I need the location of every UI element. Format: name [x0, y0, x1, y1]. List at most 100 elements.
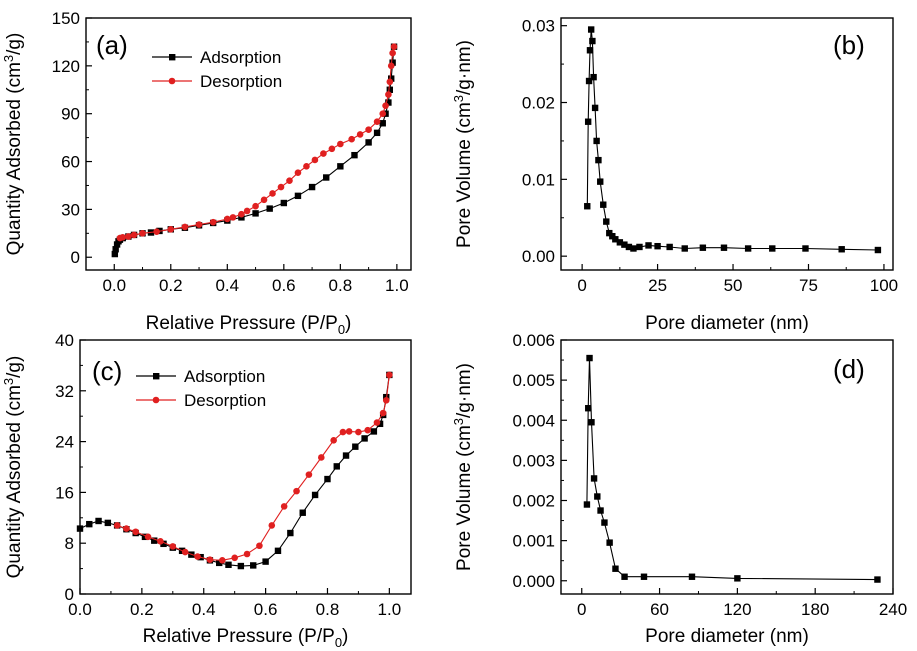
data-point	[209, 218, 217, 226]
data-point	[153, 228, 160, 236]
data-point	[116, 234, 124, 242]
data-point	[328, 145, 336, 153]
chart-panel-4: 0 60 120 180 240 0.000 0.001 0.002 0.003 0.004 0.0…	[451, 331, 907, 647]
data-point	[373, 419, 381, 426]
x-tick-label: 0.6	[272, 276, 296, 295]
data-point	[390, 43, 398, 51]
data-point	[587, 26, 595, 33]
data-point	[86, 520, 93, 528]
data-point	[666, 243, 673, 251]
data-point	[379, 409, 387, 417]
data-point	[225, 561, 232, 568]
data-point	[269, 190, 276, 197]
data-point	[308, 183, 316, 191]
data-point	[586, 47, 594, 54]
x-axis-label: Pore diameter (nm)	[645, 313, 809, 334]
series-desorption	[113, 371, 393, 564]
plot-frame	[85, 17, 412, 271]
y-tick-label: 40	[55, 331, 74, 350]
data-point	[256, 542, 263, 550]
data-point	[151, 537, 158, 544]
data-point	[342, 452, 350, 459]
x-tick-label: 0	[577, 600, 586, 619]
data-point	[311, 156, 319, 164]
data-point	[303, 163, 310, 170]
data-point	[274, 547, 282, 555]
data-point	[802, 245, 809, 252]
x-tick-label: 0.2	[130, 600, 154, 619]
data-point	[593, 137, 600, 145]
y-tick-label: 0.003	[512, 451, 555, 470]
data-point	[132, 528, 139, 536]
data-point	[591, 104, 599, 112]
data-point	[348, 135, 355, 143]
data-point	[588, 419, 595, 426]
data-point	[337, 163, 344, 170]
x-tick-label: 0.0	[102, 276, 126, 295]
chart-panel-1: 0.0 0.2 0.4 0.6 0.8 1.0 0 30 60 90 120 150 Relative …	[1, 9, 412, 337]
data-point	[386, 371, 393, 379]
data-point	[324, 475, 331, 483]
y-tick-label: 0.03	[522, 17, 555, 36]
y-axis-label: Pore Volume (cm3/g·nm)	[451, 363, 475, 571]
y-tick-label: 0.00	[522, 247, 555, 266]
data-point	[720, 244, 728, 251]
data-point	[229, 214, 237, 221]
data-point	[337, 140, 344, 148]
data-point	[385, 91, 392, 98]
data-point	[612, 565, 619, 572]
data-point	[231, 554, 238, 562]
data-point	[181, 223, 189, 231]
data-point	[625, 243, 633, 251]
series-line	[586, 358, 878, 581]
data-point	[584, 118, 592, 125]
x-tick-label: 180	[801, 600, 829, 619]
data-point	[169, 543, 177, 550]
data-point	[224, 215, 231, 223]
data-point	[386, 86, 394, 93]
x-tick-label: 0.8	[329, 276, 353, 295]
data-point	[379, 120, 386, 127]
x-tick-label: 0.8	[316, 600, 340, 619]
x-tick-label: 60	[650, 600, 669, 619]
data-point	[645, 242, 652, 249]
panel-label: (d)	[833, 354, 865, 384]
data-point	[238, 210, 245, 218]
data-point	[139, 230, 146, 237]
data-point	[299, 509, 306, 516]
data-point	[252, 210, 259, 217]
data-point	[583, 501, 591, 508]
data-point	[144, 533, 152, 541]
data-point	[277, 183, 285, 191]
data-point	[206, 556, 214, 564]
data-point	[388, 75, 395, 82]
x-tick-label: 0.0	[68, 600, 92, 619]
legend: Adsorption Desorption	[136, 367, 266, 410]
x-tick-label: 240	[879, 600, 907, 619]
data-point	[323, 174, 330, 181]
data-point	[365, 126, 372, 133]
data-point	[260, 196, 268, 204]
data-point	[621, 241, 628, 248]
x-tick-label: 0.6	[254, 600, 278, 619]
legend: Adsorption Desorption	[152, 48, 282, 91]
x-axis-label: Relative Pressure (P/P0)	[146, 313, 352, 337]
data-point	[838, 246, 845, 253]
y-tick-label: 8	[65, 534, 74, 553]
y-tick-label: 0	[65, 585, 74, 604]
x-tick-label: 75	[799, 276, 818, 295]
legend-label: Desorption	[200, 72, 282, 91]
panel-label: (c)	[92, 356, 122, 386]
data-point	[305, 471, 313, 478]
y-tick-label: 150	[52, 9, 80, 28]
data-point	[616, 239, 624, 246]
data-point	[339, 428, 347, 436]
y-tick-label: 16	[55, 483, 74, 502]
data-point	[294, 192, 302, 200]
data-point	[113, 522, 121, 529]
x-tick-label: 100	[870, 276, 898, 295]
x-tick-label: 50	[724, 276, 743, 295]
data-point	[333, 463, 340, 470]
y-tick-label: 0	[71, 248, 80, 267]
